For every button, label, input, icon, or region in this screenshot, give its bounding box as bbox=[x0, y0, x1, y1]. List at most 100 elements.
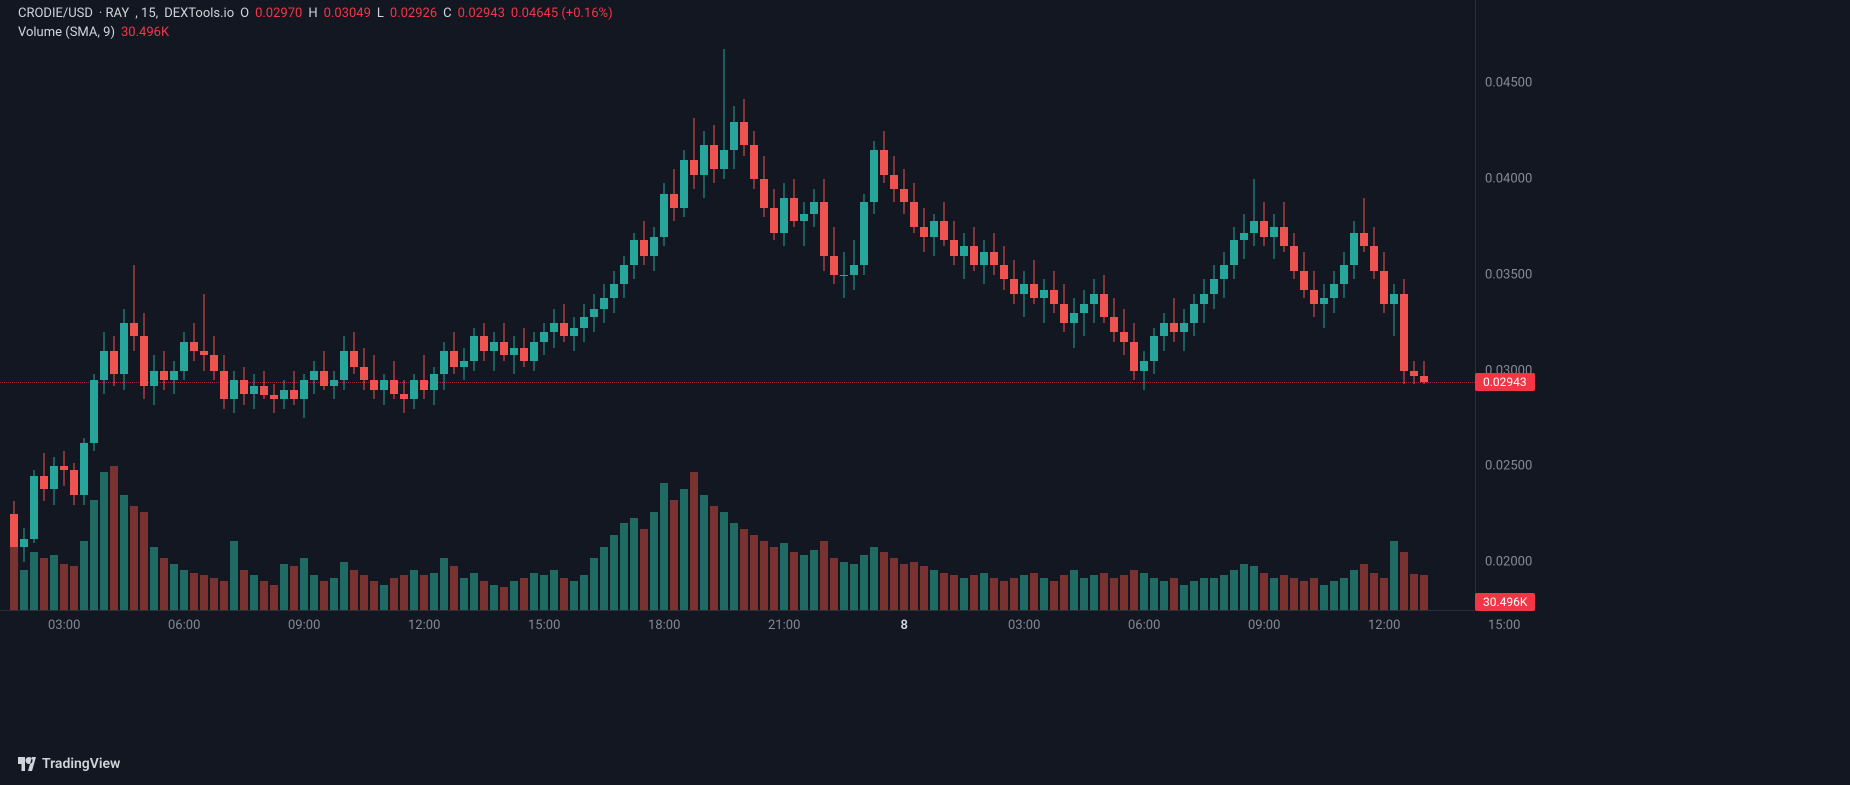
volume-bar[interactable] bbox=[400, 575, 408, 610]
candle[interactable] bbox=[350, 0, 358, 610]
volume-bar[interactable] bbox=[1090, 575, 1098, 610]
volume-bar[interactable] bbox=[220, 581, 228, 610]
volume-bar[interactable] bbox=[630, 518, 638, 610]
candle[interactable] bbox=[1380, 0, 1388, 610]
volume-bar[interactable] bbox=[200, 575, 208, 610]
volume-bar[interactable] bbox=[470, 573, 478, 610]
candle[interactable] bbox=[290, 0, 298, 610]
volume-bar[interactable] bbox=[1120, 575, 1128, 610]
candle[interactable] bbox=[1390, 0, 1398, 610]
candle[interactable] bbox=[1000, 0, 1008, 610]
candle[interactable] bbox=[200, 0, 208, 610]
volume-bar[interactable] bbox=[320, 581, 328, 610]
volume-bar[interactable] bbox=[680, 489, 688, 610]
volume-bar[interactable] bbox=[1100, 573, 1108, 610]
candle[interactable] bbox=[790, 0, 798, 610]
volume-bar[interactable] bbox=[460, 578, 468, 610]
volume-bar[interactable] bbox=[1160, 581, 1168, 610]
candle[interactable] bbox=[170, 0, 178, 610]
candle[interactable] bbox=[1120, 0, 1128, 610]
volume-bar[interactable] bbox=[1230, 570, 1238, 610]
volume-bar[interactable] bbox=[850, 564, 858, 610]
candle[interactable] bbox=[50, 0, 58, 610]
volume-bar[interactable] bbox=[500, 587, 508, 610]
candle[interactable] bbox=[450, 0, 458, 610]
volume-bar[interactable] bbox=[1200, 578, 1208, 610]
candle[interactable] bbox=[220, 0, 228, 610]
candle[interactable] bbox=[1070, 0, 1078, 610]
candle[interactable] bbox=[1130, 0, 1138, 610]
volume-bar[interactable] bbox=[1070, 570, 1078, 610]
volume-bar[interactable] bbox=[450, 566, 458, 610]
volume-bar[interactable] bbox=[1170, 578, 1178, 610]
volume-bar[interactable] bbox=[990, 578, 998, 610]
candle[interactable] bbox=[900, 0, 908, 610]
candle[interactable] bbox=[70, 0, 78, 610]
volume-bar[interactable] bbox=[110, 466, 118, 610]
candle[interactable] bbox=[1360, 0, 1368, 610]
volume-bar[interactable] bbox=[940, 573, 948, 610]
volume-bar[interactable] bbox=[580, 575, 588, 610]
volume-bar[interactable] bbox=[280, 564, 288, 610]
candle[interactable] bbox=[1030, 0, 1038, 610]
volume-bar[interactable] bbox=[210, 578, 218, 610]
volume-bar[interactable] bbox=[610, 535, 618, 610]
candle[interactable] bbox=[820, 0, 828, 610]
volume-bar[interactable] bbox=[310, 575, 318, 610]
candle[interactable] bbox=[310, 0, 318, 610]
candle[interactable] bbox=[730, 0, 738, 610]
volume-bar[interactable] bbox=[130, 506, 138, 610]
candle[interactable] bbox=[1320, 0, 1328, 610]
volume-bar[interactable] bbox=[1350, 570, 1358, 610]
candle[interactable] bbox=[910, 0, 918, 610]
candle[interactable] bbox=[830, 0, 838, 610]
volume-bar[interactable] bbox=[1080, 578, 1088, 610]
candle[interactable] bbox=[1160, 0, 1168, 610]
volume-bar[interactable] bbox=[1320, 585, 1328, 610]
volume-bar[interactable] bbox=[380, 585, 388, 610]
candle[interactable] bbox=[1140, 0, 1148, 610]
volume-bar[interactable] bbox=[120, 495, 128, 610]
candle[interactable] bbox=[420, 0, 428, 610]
volume-bar[interactable] bbox=[600, 547, 608, 610]
volume-bar[interactable] bbox=[230, 541, 238, 610]
candle[interactable] bbox=[1010, 0, 1018, 610]
volume-bar[interactable] bbox=[1360, 564, 1368, 610]
volume-bar[interactable] bbox=[800, 555, 808, 610]
candle[interactable] bbox=[770, 0, 778, 610]
candle[interactable] bbox=[510, 0, 518, 610]
volume-bar[interactable] bbox=[340, 562, 348, 610]
candle[interactable] bbox=[30, 0, 38, 610]
volume-bar[interactable] bbox=[510, 581, 518, 610]
candle[interactable] bbox=[1260, 0, 1268, 610]
candle[interactable] bbox=[360, 0, 368, 610]
candle[interactable] bbox=[410, 0, 418, 610]
candle[interactable] bbox=[800, 0, 808, 610]
candle[interactable] bbox=[320, 0, 328, 610]
candle[interactable] bbox=[760, 0, 768, 610]
candle[interactable] bbox=[1220, 0, 1228, 610]
volume-bar[interactable] bbox=[980, 573, 988, 610]
candle[interactable] bbox=[950, 0, 958, 610]
volume-bar[interactable] bbox=[1030, 573, 1038, 610]
candle[interactable] bbox=[250, 0, 258, 610]
candle[interactable] bbox=[260, 0, 268, 610]
volume-bar[interactable] bbox=[780, 543, 788, 610]
volume-bar[interactable] bbox=[160, 558, 168, 610]
candle[interactable] bbox=[880, 0, 888, 610]
candle[interactable] bbox=[1370, 0, 1378, 610]
volume-bar[interactable] bbox=[870, 547, 878, 610]
candle[interactable] bbox=[990, 0, 998, 610]
volume-bar[interactable] bbox=[250, 575, 258, 610]
candle[interactable] bbox=[470, 0, 478, 610]
candle[interactable] bbox=[1270, 0, 1278, 610]
volume-bar[interactable] bbox=[260, 581, 268, 610]
volume-bar[interactable] bbox=[350, 570, 358, 610]
candle[interactable] bbox=[740, 0, 748, 610]
candle[interactable] bbox=[1020, 0, 1028, 610]
candle[interactable] bbox=[1420, 0, 1428, 610]
volume-bar[interactable] bbox=[770, 547, 778, 610]
candle[interactable] bbox=[920, 0, 928, 610]
candle[interactable] bbox=[810, 0, 818, 610]
volume-bar[interactable] bbox=[540, 575, 548, 610]
